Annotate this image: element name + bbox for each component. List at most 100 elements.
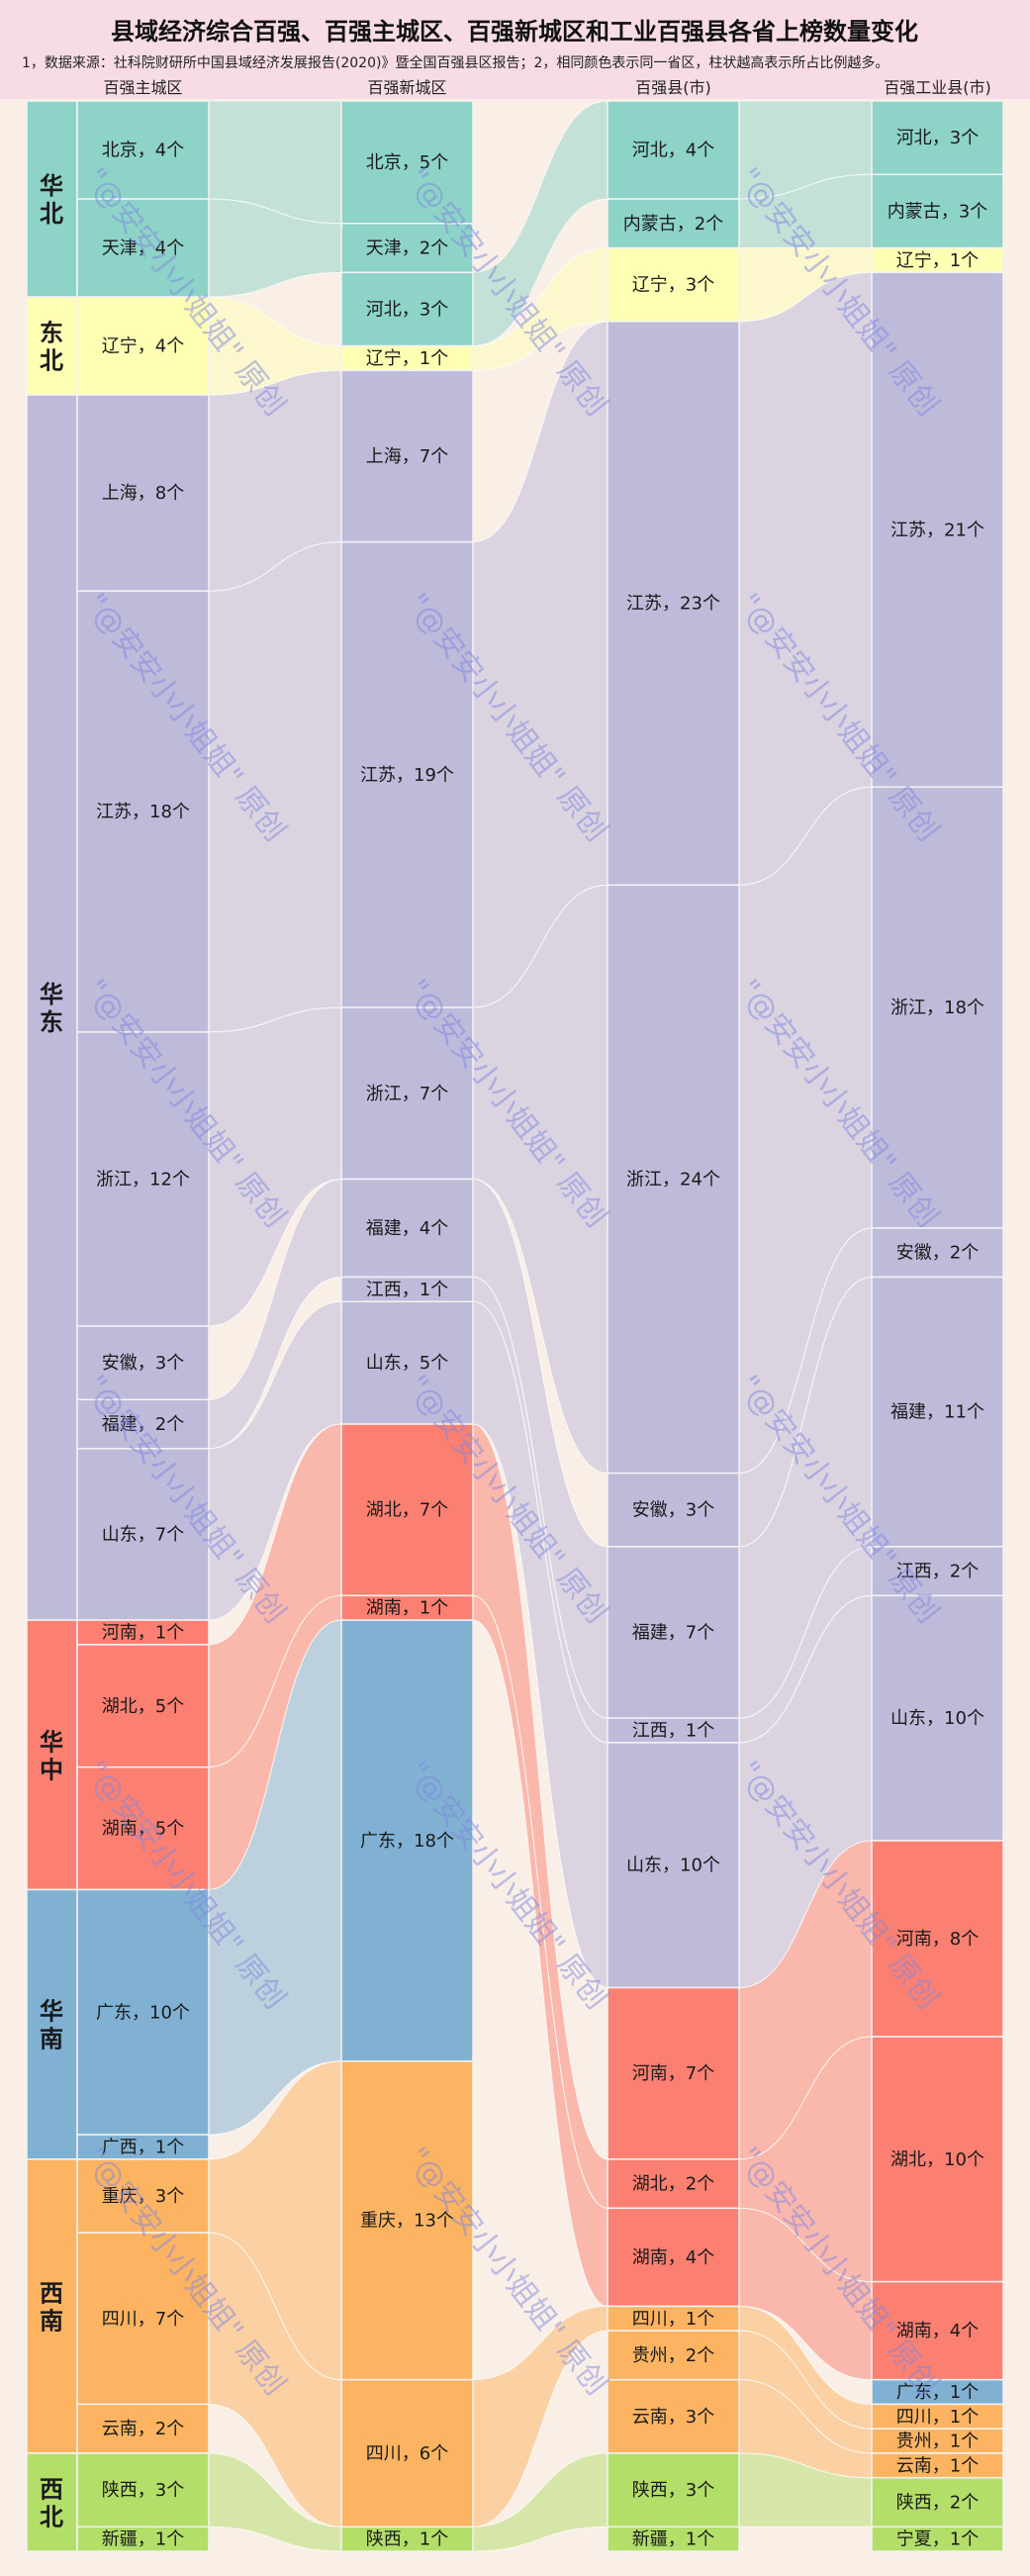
node-bar <box>340 2526 474 2552</box>
region-label: 华 <box>40 1728 63 1756</box>
node-bar <box>607 2305 740 2332</box>
node-label: 湖北，7个 <box>366 1500 448 1521</box>
node-bar <box>76 2526 210 2552</box>
node-bar <box>340 100 474 225</box>
region-label: 华 <box>40 172 63 200</box>
region-label: 华 <box>40 1998 63 2026</box>
node-bar <box>76 2134 210 2160</box>
region-label: 东 <box>40 1008 63 1036</box>
node-label: 新疆，1个 <box>102 2529 184 2550</box>
node-bar <box>76 1448 210 1621</box>
node-bar <box>340 271 474 347</box>
node-label: 湖北，10个 <box>890 2149 984 2170</box>
node-label: 安徽，3个 <box>632 1500 714 1521</box>
region-label: 西 <box>40 2279 63 2307</box>
node-bar <box>76 1398 210 1450</box>
region-label: 西 <box>40 2475 63 2503</box>
node-bar <box>871 100 1004 176</box>
node-label: 云南，3个 <box>632 2407 714 2428</box>
node-label: 福建，4个 <box>366 1218 448 1239</box>
node-label: 云南，1个 <box>896 2455 979 2476</box>
node-label: 浙江，18个 <box>890 998 984 1018</box>
node-label: 河北，3个 <box>366 299 448 320</box>
chart-subtitle: 1，数据来源：社科院财研所中国县域经济发展报告(2020)》暨全国百强县区报告；… <box>22 54 889 71</box>
node-label: 贵州，2个 <box>632 2345 714 2366</box>
node-bar <box>871 271 1004 789</box>
column-header: 百强县(市) <box>635 78 711 97</box>
region-label: 华 <box>40 981 63 1008</box>
region-label: 北 <box>40 2503 63 2530</box>
node-bar <box>340 1178 474 1279</box>
node-label: 广东，18个 <box>360 1831 454 1852</box>
node-label: 内蒙古，3个 <box>888 201 987 222</box>
node-label: 山东，10个 <box>626 1856 720 1876</box>
node-bar <box>607 198 740 249</box>
node-label: 安徽，3个 <box>102 1353 184 1374</box>
node-label: 陕西，3个 <box>632 2480 714 2501</box>
node-label: 四川，6个 <box>366 2443 448 2464</box>
node-label: 江苏，18个 <box>96 802 190 822</box>
node-bar <box>871 246 1004 274</box>
column-headers: 百强主城区 百强新城区 百强县(市) 百强工业县(市) <box>103 78 990 97</box>
node-label: 福建，2个 <box>102 1414 184 1435</box>
node-label: 上海，8个 <box>102 483 184 504</box>
node-bar <box>607 1546 740 1719</box>
region-label: 南 <box>40 2307 63 2335</box>
node-bar <box>340 540 474 1008</box>
node-bar <box>76 2452 210 2528</box>
node-label: 广东，10个 <box>96 2002 190 2023</box>
region-label: 北 <box>40 200 63 228</box>
node-bar <box>871 173 1004 249</box>
node-label: 上海，7个 <box>366 446 448 467</box>
node-bar <box>607 246 740 323</box>
node-label: 陕西，1个 <box>366 2529 448 2550</box>
region-block <box>26 1619 78 1891</box>
node-bar <box>607 100 740 200</box>
node-label: 重庆，13个 <box>360 2211 454 2232</box>
node-label: 浙江，24个 <box>626 1169 720 1190</box>
region-label: 南 <box>40 2026 63 2053</box>
node-label: 四川，1个 <box>896 2407 979 2428</box>
region-block <box>26 2452 78 2552</box>
node-bar <box>871 1594 1004 1842</box>
node-label: 山东，10个 <box>890 1708 984 1729</box>
node-bar <box>607 1717 740 1744</box>
node-bar <box>871 786 1004 1229</box>
node-label: 河北，3个 <box>896 128 979 148</box>
node-label: 江苏，19个 <box>360 765 454 786</box>
node-label: 湖南，1个 <box>366 1598 448 1619</box>
node-label: 江西，2个 <box>896 1562 979 1582</box>
node-label: 福建，11个 <box>890 1402 984 1423</box>
node-bar <box>76 1031 210 1327</box>
node-bar <box>871 2036 1004 2283</box>
node-bar <box>607 1742 740 1989</box>
node-label: 广东，1个 <box>896 2382 979 2403</box>
node-label: 广西，1个 <box>102 2137 184 2157</box>
node-label: 辽宁，3个 <box>632 275 714 296</box>
node-bar <box>340 1594 474 1621</box>
node-bar <box>340 1300 474 1425</box>
region-label: 北 <box>40 347 63 375</box>
node-bar <box>871 1840 1004 2038</box>
node-bar <box>607 2330 740 2381</box>
node-label: 陕西，3个 <box>102 2480 184 2501</box>
node-label: 湖北，5个 <box>102 1696 184 1717</box>
node-label: 江西，1个 <box>632 1721 714 1742</box>
node-label: 云南，2个 <box>102 2419 184 2439</box>
node-label: 北京，5个 <box>366 152 448 173</box>
node-label: 河南，7个 <box>632 2063 714 2084</box>
node-label: 四川，1个 <box>632 2309 714 2330</box>
node-bar <box>871 2476 1004 2528</box>
column-nodes: 北京，4个天津，4个辽宁，4个上海，8个江苏，18个浙江，12个安徽，3个福建，… <box>76 100 1004 2552</box>
flow-link <box>472 2305 609 2528</box>
node-label: 内蒙古，2个 <box>623 214 723 235</box>
flow-link <box>472 884 609 1475</box>
node-bar <box>76 100 210 200</box>
node-label: 浙江，7个 <box>366 1084 448 1104</box>
node-bar <box>607 2452 740 2528</box>
node-label: 河北，4个 <box>632 141 714 161</box>
node-bar <box>607 1472 740 1548</box>
node-label: 河南，8个 <box>896 1929 979 1950</box>
flow-links <box>208 100 873 2552</box>
node-label: 山东，7个 <box>102 1524 184 1545</box>
